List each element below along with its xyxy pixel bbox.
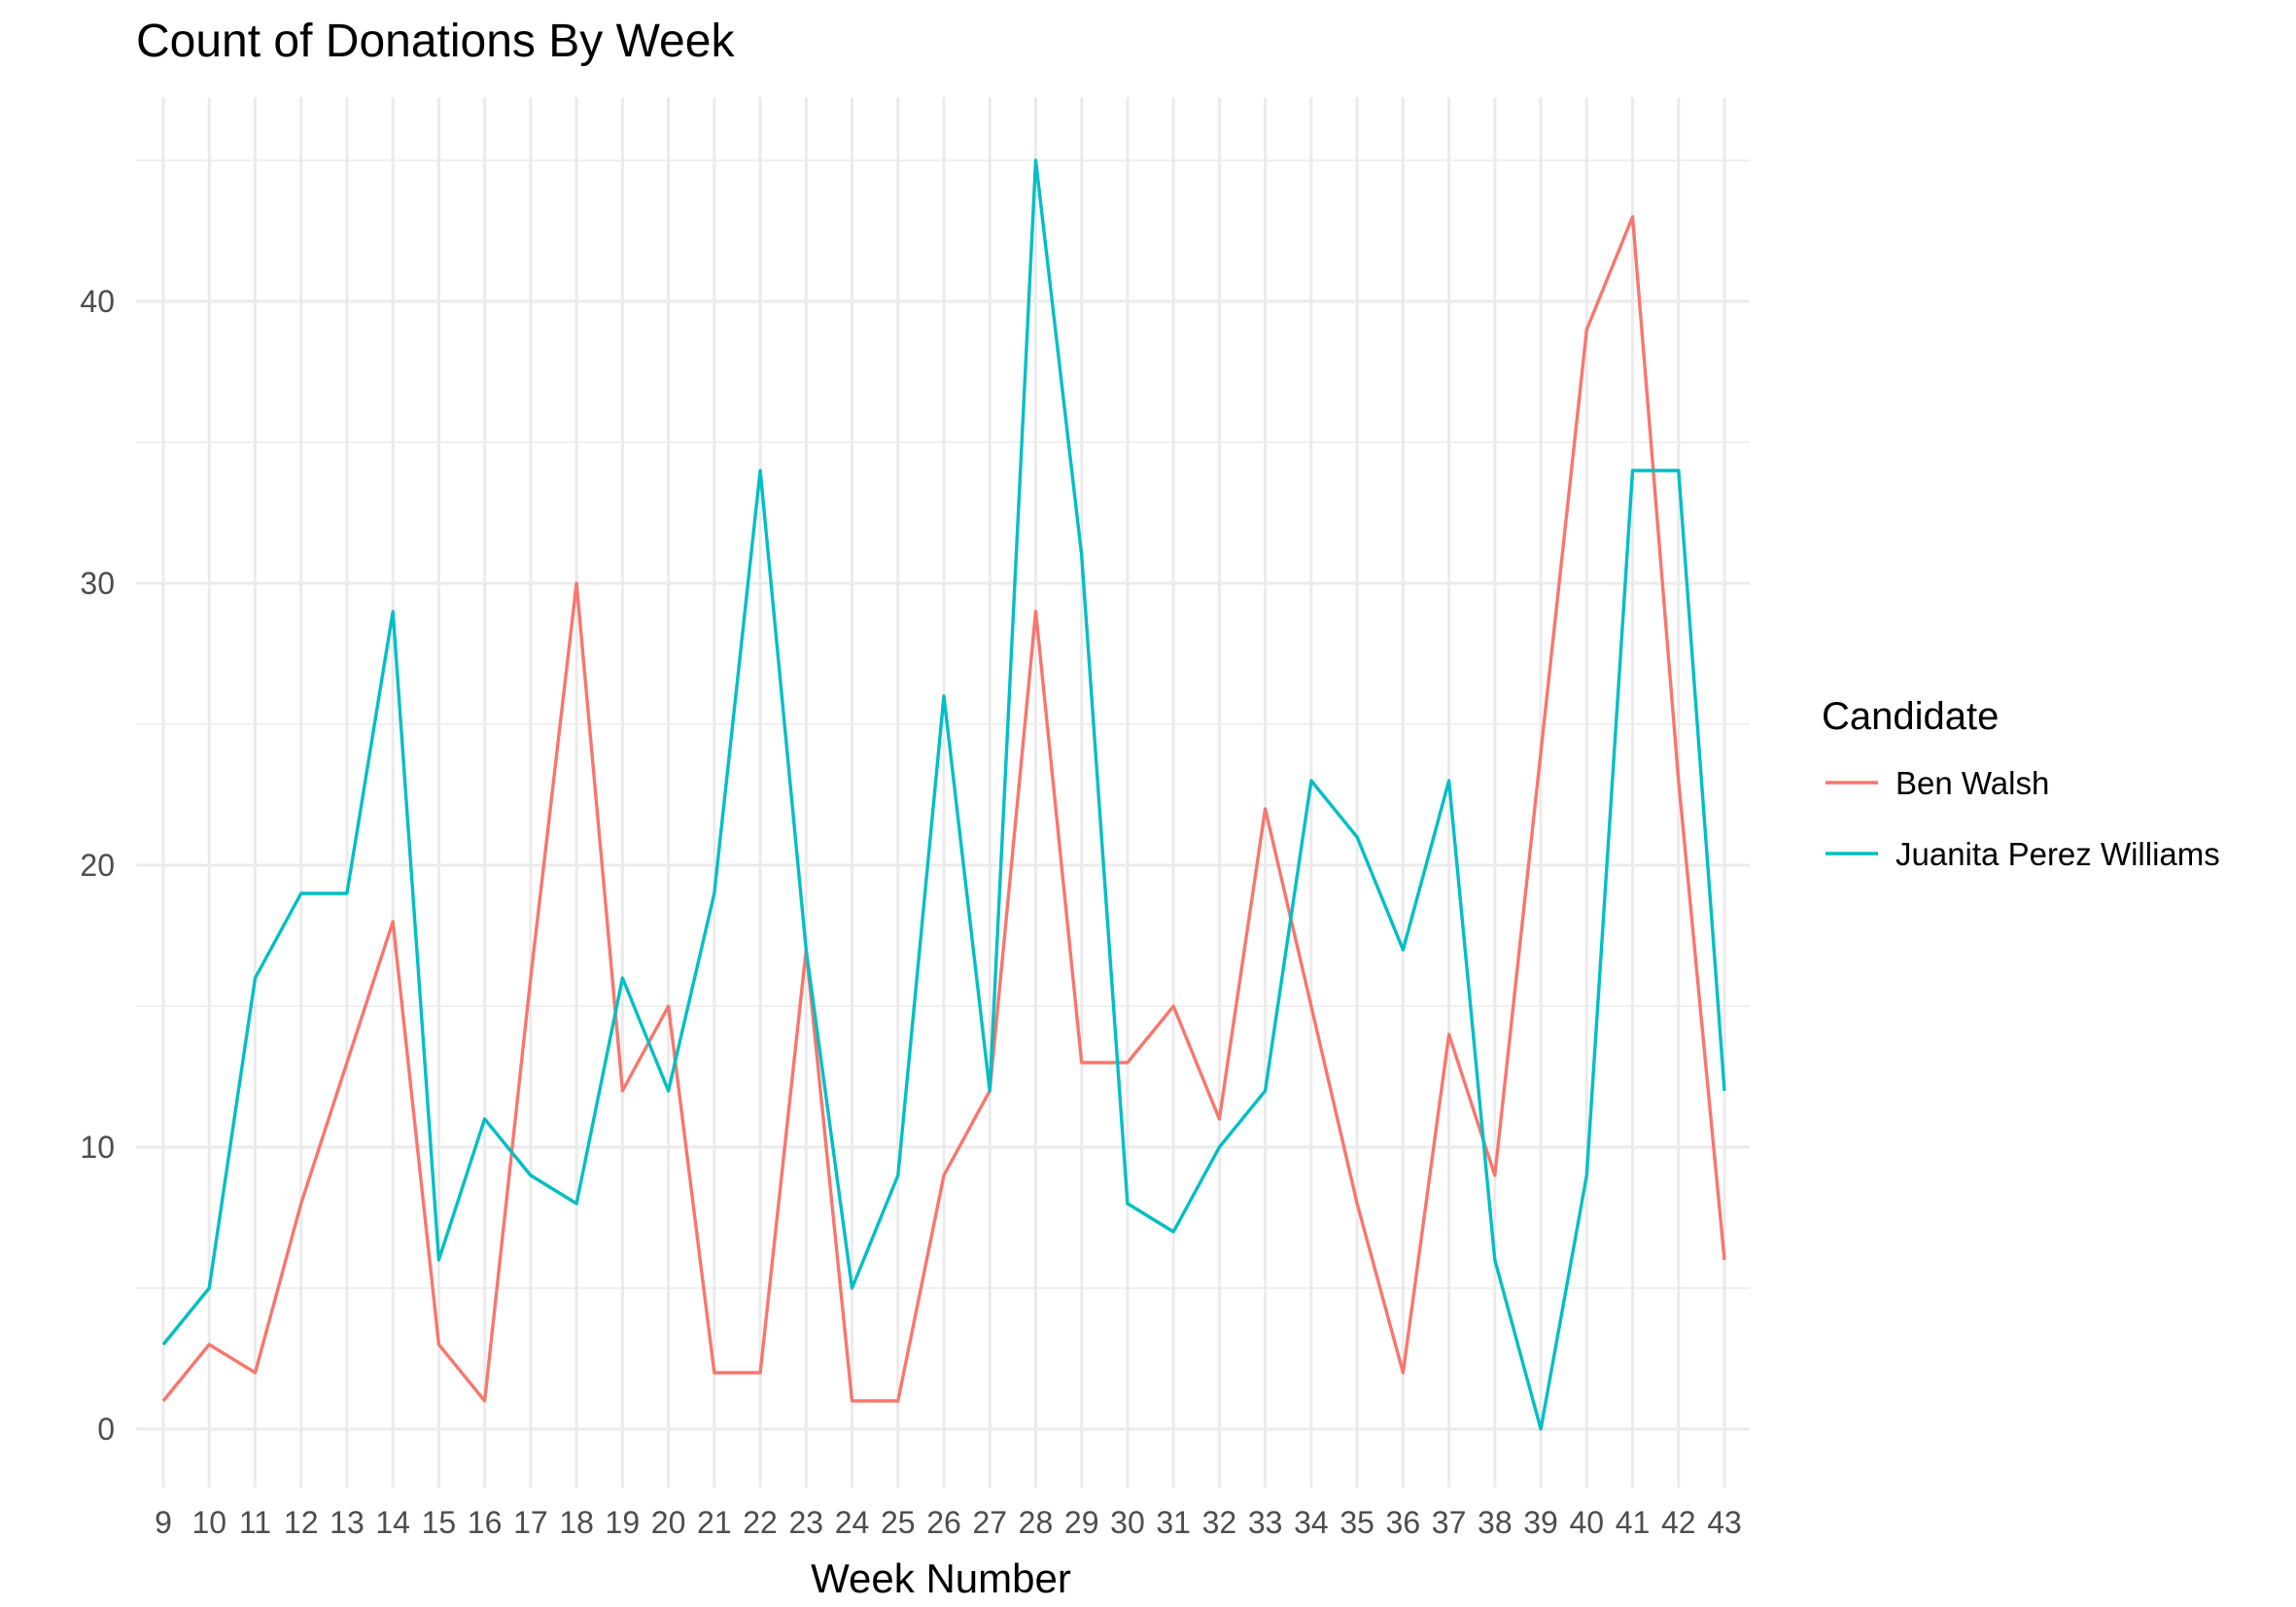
x-tick-label: 14 [375, 1505, 410, 1540]
y-axis-ticks: 0 10 20 30 40 [80, 284, 115, 1447]
x-axis-title: Week Number [811, 1555, 1071, 1601]
x-tick-label: 28 [1019, 1505, 1054, 1540]
x-tick-label: 41 [1616, 1505, 1651, 1540]
y-tick-label: 20 [80, 848, 115, 883]
x-tick-label: 9 [155, 1505, 172, 1540]
x-tick-label: 20 [651, 1505, 686, 1540]
grid [136, 97, 1750, 1487]
x-tick-label: 16 [468, 1505, 503, 1540]
x-tick-label: 27 [972, 1505, 1007, 1540]
x-tick-label: 40 [1569, 1505, 1604, 1540]
series-lines [161, 158, 1726, 1431]
y-tick-label: 40 [80, 284, 115, 319]
x-tick-label: 43 [1707, 1505, 1742, 1540]
x-tick-label: 34 [1294, 1505, 1329, 1540]
legend: Candidate Ben Walsh Juanita Perez William… [1822, 695, 2220, 872]
x-tick-label: 13 [330, 1505, 365, 1540]
legend-label-juanita-perez-williams: Juanita Perez Williams [1896, 836, 2220, 872]
legend-items: Ben Walsh Juanita Perez Williams [1826, 765, 2220, 872]
x-axis-ticks: 9 10 11 12 13 14 15 16 17 18 19 20 21 22 23 24 25 26 27 28 2… [155, 1505, 1742, 1540]
y-tick-label: 0 [97, 1412, 115, 1447]
x-tick-label: 38 [1478, 1505, 1513, 1540]
x-tick-label: 18 [559, 1505, 594, 1540]
x-tick-label: 23 [788, 1505, 823, 1540]
x-tick-label: 39 [1523, 1505, 1558, 1540]
x-tick-label: 11 [239, 1505, 271, 1540]
x-tick-label: 36 [1386, 1505, 1421, 1540]
x-tick-label: 29 [1064, 1505, 1099, 1540]
x-tick-label: 17 [513, 1505, 548, 1540]
x-tick-label: 42 [1661, 1505, 1696, 1540]
x-tick-label: 19 [606, 1505, 641, 1540]
legend-label-ben-walsh: Ben Walsh [1896, 765, 2049, 801]
x-tick-label: 15 [422, 1505, 457, 1540]
x-tick-label: 30 [1110, 1505, 1145, 1540]
chart-title: Count of Donations By Week [136, 16, 735, 67]
x-tick-label: 32 [1202, 1505, 1237, 1540]
series-line-ben-walsh [161, 215, 1726, 1403]
x-tick-label: 24 [835, 1505, 870, 1540]
x-tick-label: 35 [1339, 1505, 1374, 1540]
series-line-juanita-perez-williams [161, 158, 1726, 1431]
x-tick-label: 25 [881, 1505, 916, 1540]
x-tick-label: 21 [697, 1505, 732, 1540]
x-tick-label: 37 [1432, 1505, 1467, 1540]
x-tick-label: 12 [284, 1505, 319, 1540]
x-tick-label: 33 [1248, 1505, 1283, 1540]
legend-title: Candidate [1822, 695, 1999, 738]
x-tick-label: 31 [1156, 1505, 1191, 1540]
y-tick-label: 30 [80, 566, 115, 601]
x-tick-label: 26 [926, 1505, 961, 1540]
x-tick-label: 22 [743, 1505, 778, 1540]
y-tick-label: 10 [80, 1130, 115, 1165]
x-tick-label: 10 [191, 1505, 226, 1540]
